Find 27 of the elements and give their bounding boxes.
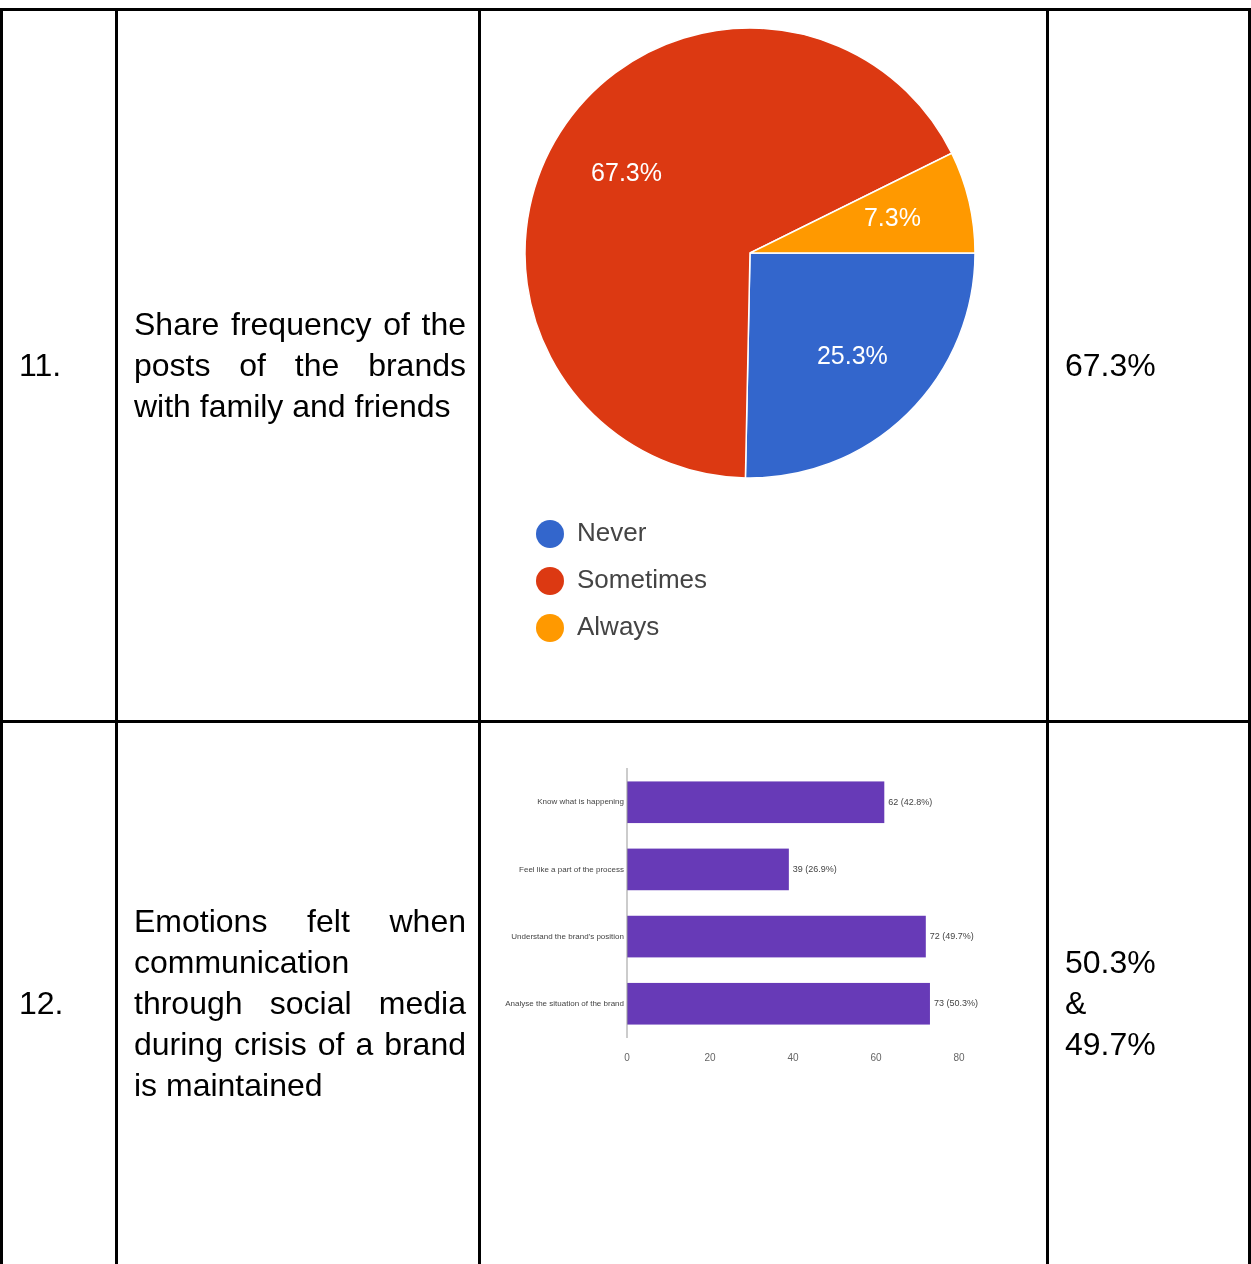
y-tick-label: Feel like a part of the process bbox=[519, 864, 624, 874]
text: 11. bbox=[19, 346, 63, 385]
data-label: 62 (42.8%) bbox=[888, 796, 933, 807]
data-label: 25.3% bbox=[816, 341, 888, 370]
data-label: 72 (49.7%) bbox=[929, 930, 974, 941]
x-tick-label: 0 bbox=[624, 1052, 631, 1063]
y-tick-label: Know what is happening bbox=[537, 797, 624, 807]
text: 67.3% bbox=[1065, 346, 1157, 385]
data-label: 7.3% bbox=[863, 203, 921, 232]
text: Emotions felt when communication through social media during crisis of a brand is maintained bbox=[134, 901, 466, 1105]
text: 49.7% bbox=[1065, 1024, 1157, 1064]
x-tick-label: 40 bbox=[787, 1052, 799, 1063]
data-label: 73 (50.3%) bbox=[933, 998, 978, 1009]
text: 12. bbox=[19, 983, 65, 1023]
text: 50.3% bbox=[1065, 942, 1157, 982]
legend-label: Sometimes bbox=[577, 563, 708, 594]
text: Share frequency of the posts of the brands with family and friends bbox=[134, 305, 466, 426]
x-tick-label: 20 bbox=[704, 1052, 716, 1063]
y-tick-label: Analyse the situation of the brand bbox=[505, 998, 624, 1008]
legend-label: Never bbox=[577, 516, 647, 547]
x-tick-label: 80 bbox=[953, 1052, 965, 1063]
x-tick-label: 60 bbox=[870, 1052, 882, 1063]
legend-label: Always bbox=[577, 610, 660, 641]
text: & bbox=[1065, 983, 1088, 1023]
data-label: 67.3% bbox=[591, 158, 663, 187]
y-tick-label: Understand the brand's position bbox=[511, 931, 624, 941]
data-label: 39 (26.9%) bbox=[792, 863, 837, 874]
